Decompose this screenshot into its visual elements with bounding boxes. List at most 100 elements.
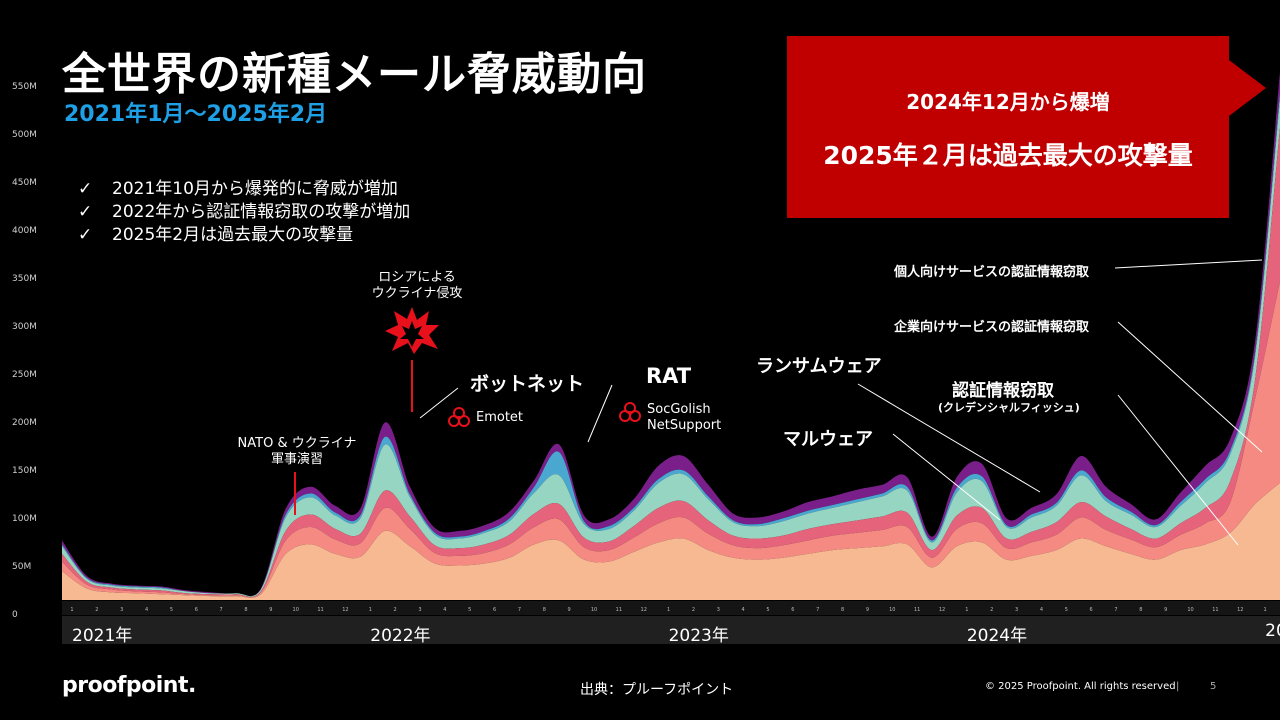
annotation-enterprise-credential: 企業向けサービスの認証情報窃取 bbox=[894, 320, 1090, 335]
month-tick-label: 1 bbox=[369, 607, 372, 613]
chart-series-areas bbox=[62, 72, 1280, 600]
check-icon: ✓ bbox=[78, 179, 93, 199]
proofpoint-logo: proofpoint. bbox=[62, 673, 196, 698]
month-tick-label: 2 bbox=[95, 607, 98, 613]
annotation-botnet: ボットネット bbox=[470, 373, 585, 395]
month-tick-label: 3 bbox=[1015, 607, 1018, 613]
y-tick-label: 200M bbox=[12, 418, 37, 428]
explosion-icon bbox=[385, 307, 439, 354]
y-tick-label: 0 bbox=[12, 610, 18, 620]
month-tick-label: 5 bbox=[1065, 607, 1068, 613]
y-tick-label: 500M bbox=[12, 130, 37, 140]
month-tick-label: 3 bbox=[120, 607, 123, 613]
year-label: 202 bbox=[1265, 621, 1280, 641]
source-credit: 出典：プルーフポイント bbox=[580, 682, 734, 698]
month-tick-label: 3 bbox=[717, 607, 720, 613]
month-tick-strip bbox=[62, 601, 1280, 615]
month-tick-label: 6 bbox=[791, 607, 794, 613]
month-tick-label: 8 bbox=[1139, 607, 1142, 613]
check-icon: ✓ bbox=[78, 202, 93, 222]
bullet-list: ✓ 2021年10月から爆発的に脅威が増加 ✓ 2022年から認証情報窃取の攻撃が増… bbox=[78, 178, 410, 247]
month-tick-label: 5 bbox=[170, 607, 173, 613]
bullet-text: 2025年2月は過去最大の攻撃量 bbox=[112, 225, 354, 245]
year-label: 2023年 bbox=[668, 626, 729, 646]
month-tick-label: 10 bbox=[591, 607, 597, 613]
month-tick-label: 6 bbox=[1090, 607, 1093, 613]
month-tick-label: 12 bbox=[342, 607, 348, 613]
month-tick-label: 11 bbox=[616, 607, 622, 613]
month-tick-label: 8 bbox=[543, 607, 546, 613]
annotation-leader-lines bbox=[294, 259, 1263, 546]
callout-line-2: 2025年２月は過去最大の攻撃量 bbox=[823, 141, 1193, 170]
month-tick-label: 8 bbox=[244, 607, 247, 613]
biohazard-icon bbox=[448, 407, 470, 427]
series-area-3 bbox=[62, 98, 1280, 597]
rat-leader bbox=[587, 384, 613, 443]
malware-leader bbox=[892, 433, 1001, 521]
month-tick-label: 9 bbox=[866, 607, 869, 613]
year-label: 2022年 bbox=[370, 626, 431, 646]
annotation-rat-families: SocGolish NetSupport bbox=[647, 402, 722, 433]
y-tick-label: 100M bbox=[12, 514, 37, 524]
month-tick-label: 6 bbox=[493, 607, 496, 613]
month-tick-label: 2 bbox=[692, 607, 695, 613]
annotation-ransomware: ランサムウェア bbox=[756, 356, 882, 377]
page-title: 全世界の新種メール脅威動向 bbox=[62, 49, 647, 100]
bullet-text: 2021年10月から爆発的に脅威が増加 bbox=[112, 179, 398, 199]
copyright: © 2025 Proofpoint. All rights reserved bbox=[985, 681, 1176, 692]
y-tick-label: 450M bbox=[12, 178, 37, 188]
month-tick-label: 11 bbox=[1212, 607, 1218, 613]
month-tick-label: 8 bbox=[841, 607, 844, 613]
month-tick-label: 4 bbox=[742, 607, 745, 613]
series-area-0 bbox=[62, 482, 1280, 600]
month-tick-label: 5 bbox=[766, 607, 769, 613]
personal-leader bbox=[1114, 259, 1263, 269]
month-tick-label: 4 bbox=[443, 607, 446, 613]
credential-leader bbox=[1117, 394, 1239, 546]
annotation-nato: NATO & ウクライナ 軍事演習 bbox=[237, 436, 357, 467]
annotation-personal-credential: 個人向けサービスの認証情報窃取 bbox=[894, 265, 1090, 280]
y-tick-label: 50M bbox=[12, 562, 32, 572]
month-tick-label: 11 bbox=[914, 607, 920, 613]
callout-line-1: 2024年12月から爆増 bbox=[906, 90, 1110, 114]
enterprise-leader bbox=[1117, 321, 1263, 453]
annotation-rat: RAT bbox=[646, 364, 692, 388]
month-tick-label: 7 bbox=[220, 607, 223, 613]
year-label: 2021年 bbox=[72, 626, 133, 646]
footer-separator: | bbox=[1176, 681, 1180, 692]
annotation-credential-theft: 認証情報窃取 bbox=[952, 381, 1054, 401]
y-tick-label: 150M bbox=[12, 466, 37, 476]
month-tick-label: 12 bbox=[1237, 607, 1243, 613]
series-area-5 bbox=[62, 72, 1280, 597]
month-tick-label: 9 bbox=[568, 607, 571, 613]
series-area-1 bbox=[62, 281, 1280, 598]
month-tick-label: 1 bbox=[1264, 607, 1267, 613]
month-tick-label: 5 bbox=[468, 607, 471, 613]
month-tick-label: 1 bbox=[965, 607, 968, 613]
y-tick-label: 300M bbox=[12, 322, 37, 332]
bullet-text: 2022年から認証情報窃取の攻撃が増加 bbox=[112, 202, 411, 222]
month-tick-label: 9 bbox=[269, 607, 272, 613]
y-tick-label: 400M bbox=[12, 226, 37, 236]
month-tick-label: 9 bbox=[1164, 607, 1167, 613]
biohazard-icon bbox=[619, 402, 641, 422]
month-tick-label: 7 bbox=[518, 607, 521, 613]
month-tick-label: 2 bbox=[394, 607, 397, 613]
botnet-leader bbox=[419, 387, 459, 419]
page-number: 5 bbox=[1210, 681, 1217, 692]
year-strip bbox=[62, 616, 1280, 644]
month-tick-label: 1 bbox=[667, 607, 670, 613]
month-tick-label: 7 bbox=[1114, 607, 1117, 613]
annotation-credential-theft-sub: (クレデンシャルフィッシュ) bbox=[938, 401, 1080, 414]
month-tick-label: 10 bbox=[889, 607, 895, 613]
month-tick-label: 12 bbox=[939, 607, 945, 613]
callout-box: 2024年12月から爆増 2025年２月は過去最大の攻撃量 bbox=[787, 36, 1229, 218]
month-tick-label: 10 bbox=[1187, 607, 1193, 613]
page-subtitle: 2021年1月～2025年2月 bbox=[64, 102, 328, 127]
month-tick-label: 4 bbox=[145, 607, 148, 613]
month-tick-label: 6 bbox=[195, 607, 198, 613]
series-area-2 bbox=[62, 127, 1280, 598]
month-tick-label: 10 bbox=[293, 607, 299, 613]
month-tick-label: 7 bbox=[816, 607, 819, 613]
